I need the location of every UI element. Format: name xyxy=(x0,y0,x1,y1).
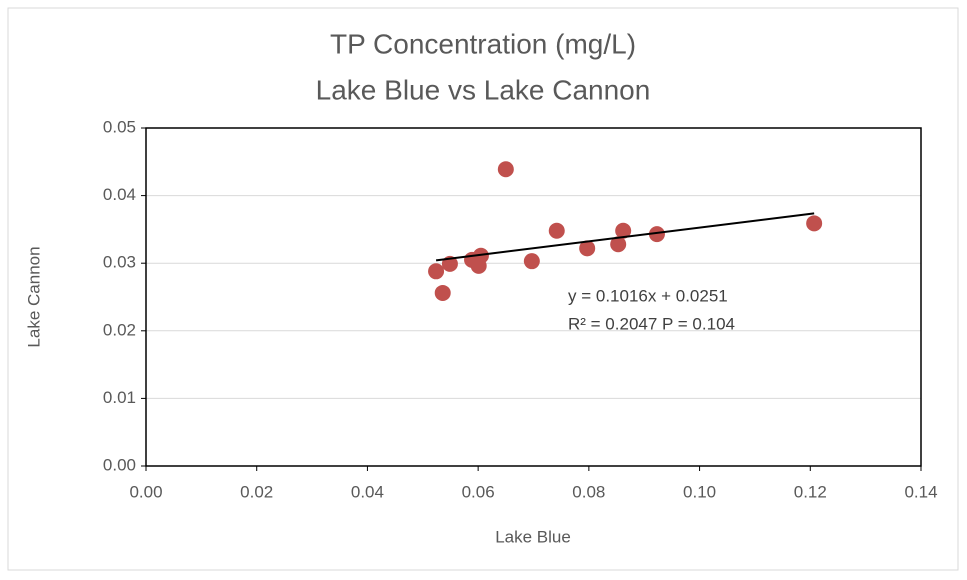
y-axis-label: Lake Cannon xyxy=(24,246,43,347)
point xyxy=(615,222,632,239)
x-tick-label: 0.08 xyxy=(572,482,605,501)
y-tick-label: 0.01 xyxy=(103,388,136,407)
chart-frame xyxy=(7,7,959,571)
x-axis-label: Lake Blue xyxy=(495,527,571,546)
y-tick-label: 0.04 xyxy=(103,185,136,204)
chart-subtitle: Lake Blue vs Lake Cannon xyxy=(316,74,651,105)
x-tick-label: 0.04 xyxy=(351,482,384,501)
x-tick-label: 0.00 xyxy=(129,482,162,501)
x-tick-label: 0.14 xyxy=(904,482,937,501)
point xyxy=(434,284,451,301)
x-tick-label: 0.06 xyxy=(462,482,495,501)
point xyxy=(548,222,565,239)
plot-border xyxy=(145,127,922,467)
x-tick-label: 0.12 xyxy=(794,482,827,501)
x-tick-label: 0.02 xyxy=(240,482,273,501)
chart-title: TP Concentration (mg/L) xyxy=(330,28,636,59)
y-tick-label: 0.02 xyxy=(103,320,136,339)
y-tick-label: 0.03 xyxy=(103,253,136,272)
trendline-equation: y = 0.1016x + 0.0251 xyxy=(568,286,728,305)
trendline xyxy=(435,212,815,262)
y-tick-label: 0.00 xyxy=(103,455,136,474)
point xyxy=(523,253,540,270)
point xyxy=(497,161,514,178)
point xyxy=(648,226,665,243)
point xyxy=(579,240,596,257)
y-tick-label: 0.05 xyxy=(103,117,136,136)
point xyxy=(610,236,627,253)
r-squared: R² = 0.2047 P = 0.104 xyxy=(568,314,735,333)
point xyxy=(806,215,823,232)
point xyxy=(428,263,445,280)
x-tick-label: 0.10 xyxy=(683,482,716,501)
